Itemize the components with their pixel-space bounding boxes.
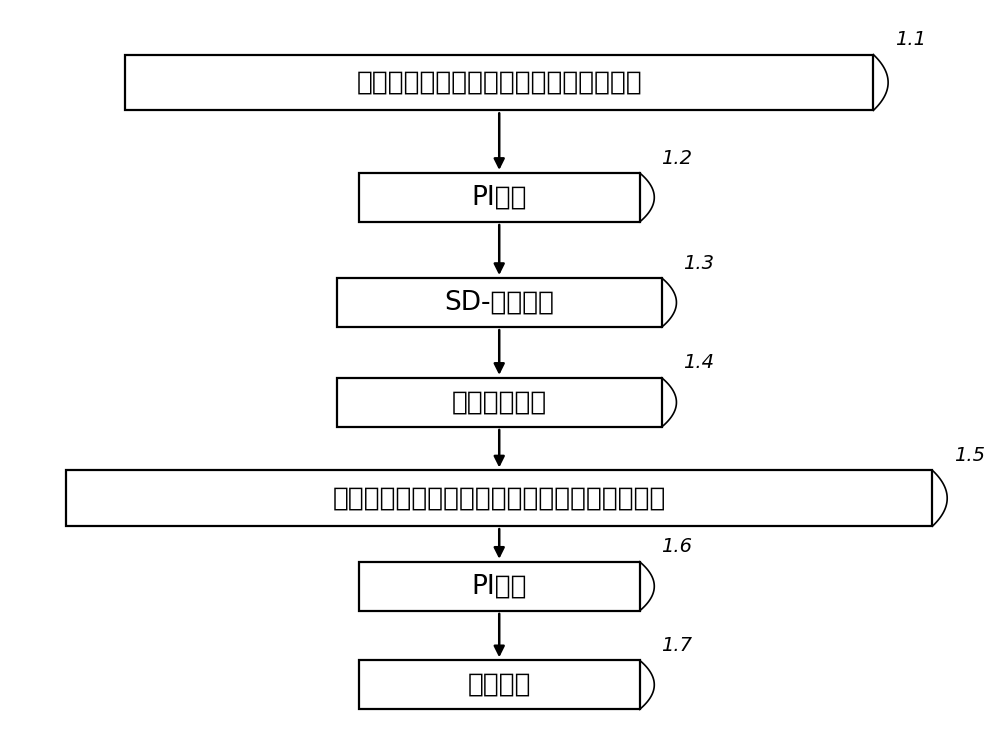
FancyBboxPatch shape	[359, 173, 640, 222]
Text: 1.6: 1.6	[661, 537, 692, 557]
FancyBboxPatch shape	[337, 278, 662, 327]
FancyBboxPatch shape	[125, 54, 873, 111]
Text: 1.5: 1.5	[954, 446, 985, 465]
Text: 1.1: 1.1	[895, 30, 926, 49]
Text: 根据修正后的指令阀位与实际阀位进行偏差处理: 根据修正后的指令阀位与实际阀位进行偏差处理	[333, 485, 666, 511]
Text: 1.4: 1.4	[683, 354, 714, 372]
FancyBboxPatch shape	[359, 562, 640, 611]
Text: SD-阀位转换: SD-阀位转换	[444, 290, 554, 316]
FancyBboxPatch shape	[359, 661, 640, 710]
FancyBboxPatch shape	[337, 377, 662, 427]
Text: 1.2: 1.2	[661, 149, 692, 167]
Text: PI调节: PI调节	[471, 574, 527, 600]
Text: 死区补偿: 死区补偿	[467, 672, 531, 698]
Text: 1.3: 1.3	[683, 253, 714, 273]
Text: 1.7: 1.7	[661, 636, 692, 655]
Text: 根据负荷设定值与负荷反馈进行偏差处理: 根据负荷设定值与负荷反馈进行偏差处理	[356, 70, 642, 96]
Text: PI调节: PI调节	[471, 184, 527, 210]
Text: 修正指令阀位: 修正指令阀位	[452, 389, 547, 415]
FancyBboxPatch shape	[66, 470, 932, 526]
